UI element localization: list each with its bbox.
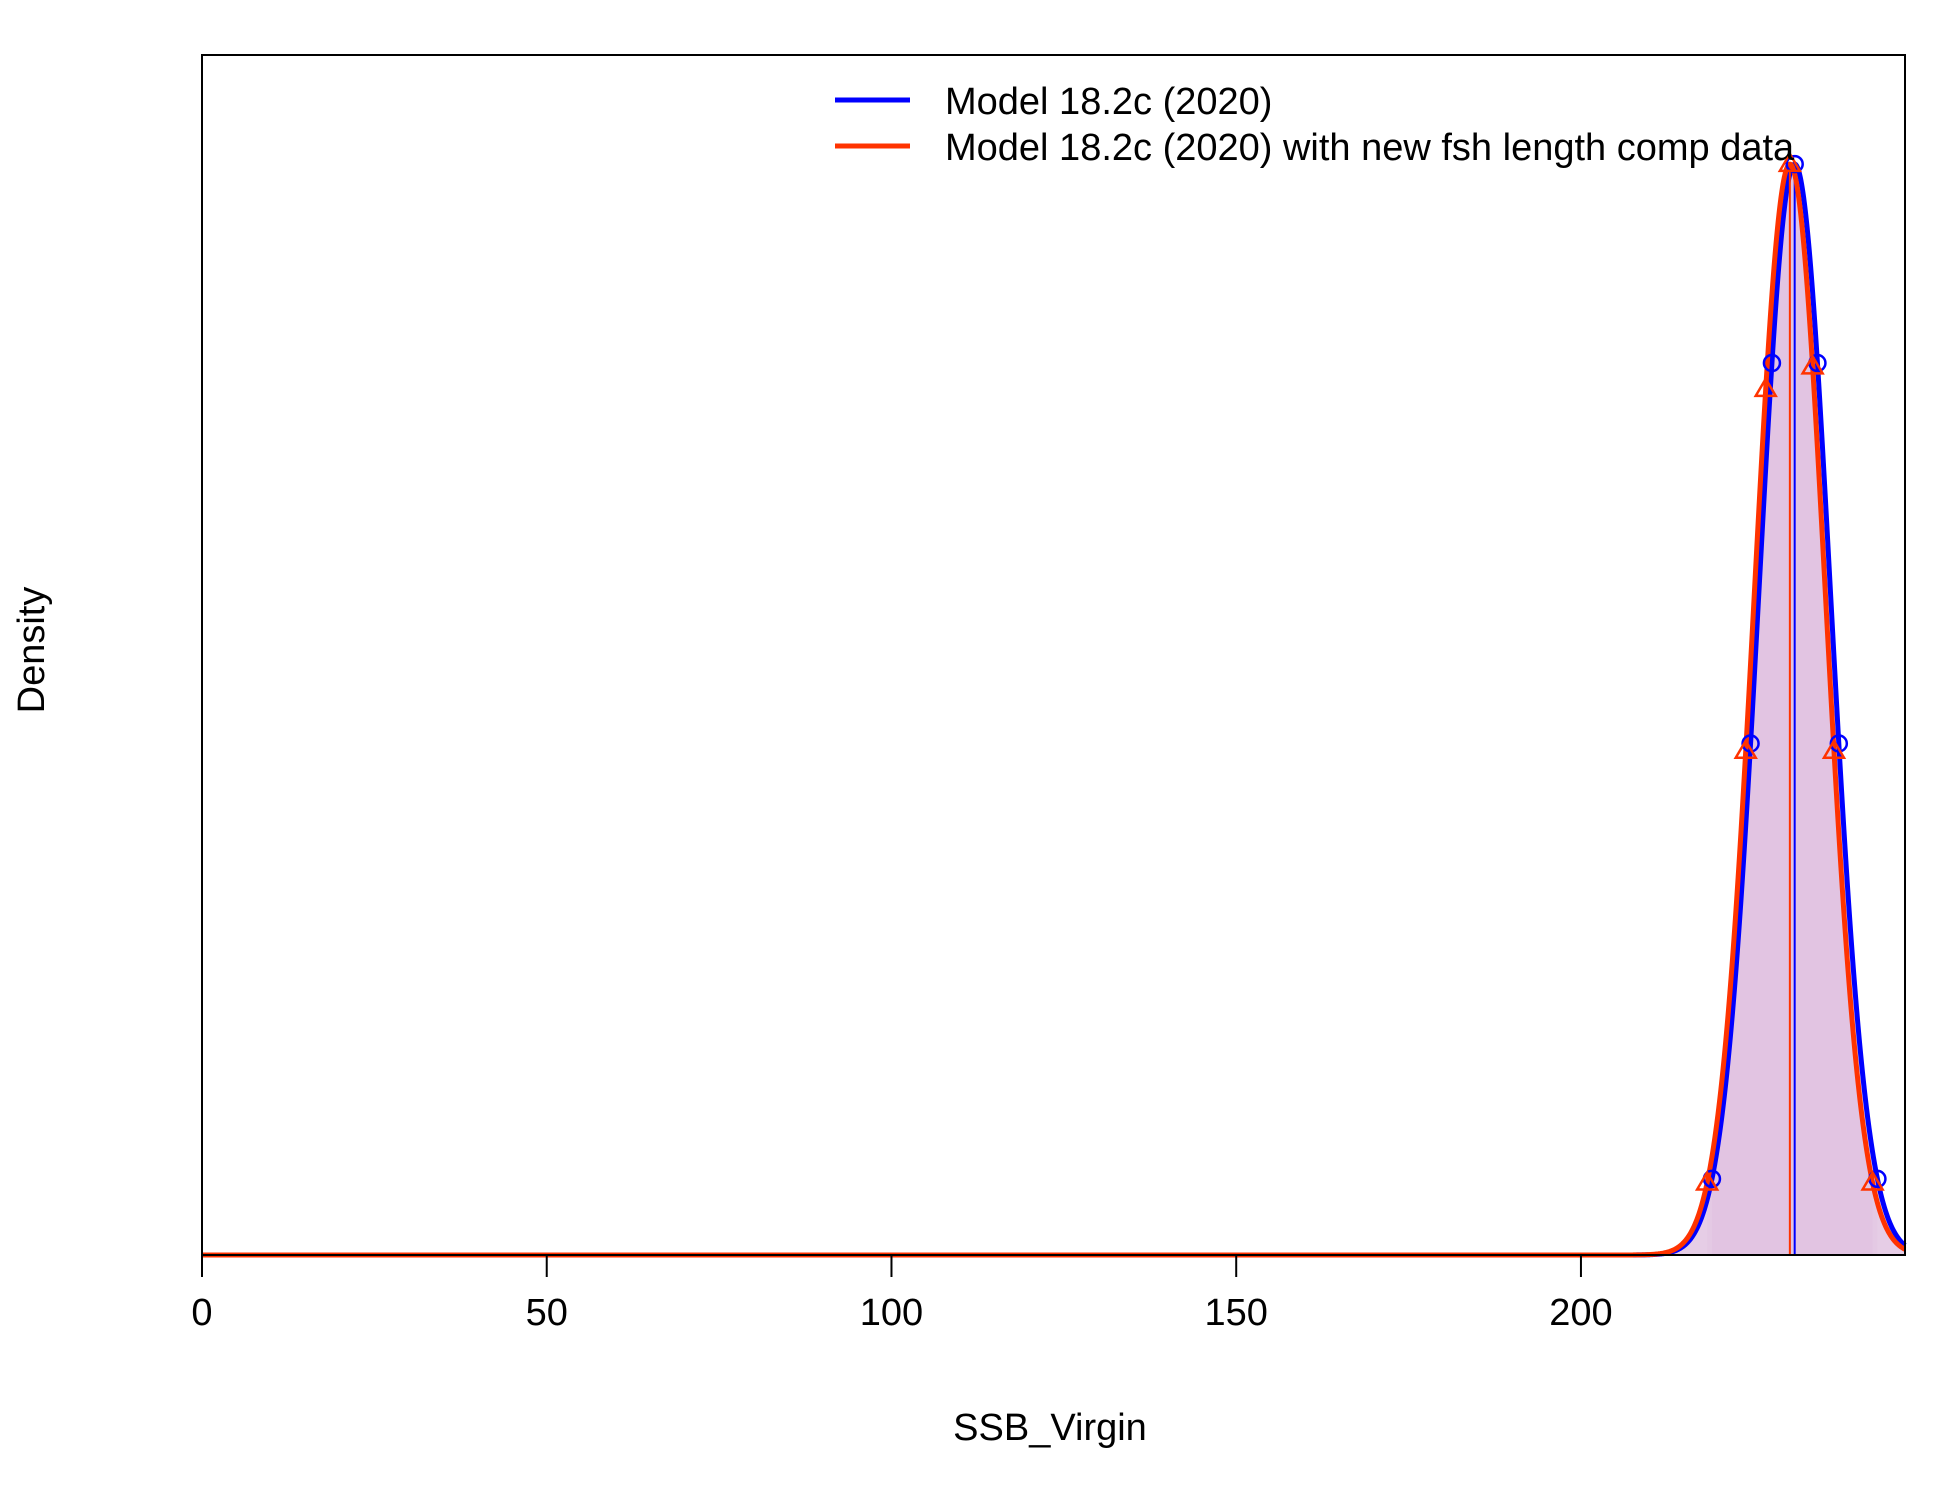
series-2-marker-5 — [1800, 353, 1825, 375]
x-axis-label: SSB_Virgin — [953, 1407, 1147, 1449]
legend-label-model-18-2c-new-fsh: Model 18.2c (2020) with new fsh length c… — [945, 127, 1795, 169]
series-2-density-line — [200, 161, 1907, 1258]
series-2-marker-3 — [1753, 376, 1778, 398]
x-tick-label-100: 100 — [860, 1292, 923, 1334]
series-2-marker-7 — [1860, 1170, 1885, 1191]
series-1-density-line — [200, 161, 1907, 1258]
series-1-lower-tail-shade — [1629, 1178, 1712, 1255]
x-tick-label-200: 200 — [1549, 1292, 1612, 1334]
series-2-marker-6 — [1821, 738, 1847, 760]
plot-frame — [201, 54, 1906, 1256]
series-2-upper-tail-shade — [1872, 1182, 1905, 1255]
density-lines-layer — [200, 161, 1907, 1258]
series-2-marker-2 — [1733, 738, 1758, 760]
series-1-marker-3 — [1762, 353, 1782, 373]
x-axis: 0 50 100 150 200 — [191, 1255, 1613, 1334]
density-markers-layer — [1694, 151, 1887, 1191]
legend-label-model-18-2c: Model 18.2c (2020) — [945, 81, 1272, 123]
series-2-marker-4 — [1777, 151, 1803, 173]
x-tick-label-0: 0 — [191, 1292, 212, 1334]
series-1-marker-6 — [1829, 734, 1849, 753]
series-2-lower-tail-shade — [1624, 1182, 1708, 1255]
series-2-marker-1 — [1694, 1170, 1720, 1191]
x-tick-label-50: 50 — [526, 1292, 568, 1334]
series-1-marker-2 — [1741, 734, 1760, 753]
y-axis-label: Density — [11, 587, 53, 714]
series-1-upper-tail-shade — [1877, 1178, 1905, 1255]
legend: Model 18.2c (2020) Model 18.2c (2020) wi… — [835, 81, 1795, 169]
x-tick-label-150: 150 — [1205, 1292, 1268, 1334]
